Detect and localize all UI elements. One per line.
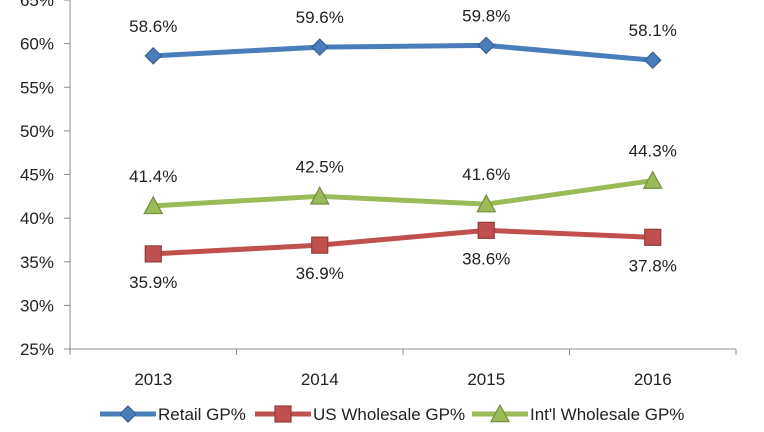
legend-label: Retail GP%	[158, 405, 246, 424]
data-label: 41.6%	[462, 165, 510, 184]
legend-item: Int'l Wholesale GP%	[472, 403, 684, 424]
chart-series: 58.6% 59.6% 59.8% 58.1% 35.9% 36.9% 38.6% 37.8%…	[129, 6, 677, 292]
x-tick-label: 2016	[634, 370, 672, 389]
x-tick-label: 2013	[134, 370, 172, 389]
data-label: 35.9%	[129, 273, 177, 292]
data-point-marker	[477, 36, 496, 55]
data-point-marker	[143, 195, 164, 215]
series-2: 35.9% 36.9% 38.6% 37.8%	[129, 221, 677, 292]
y-tick-label: 60%	[20, 35, 54, 54]
data-label: 38.6%	[462, 249, 510, 268]
data-point-marker	[310, 38, 329, 56]
legend-item: US Wholesale GP%	[255, 405, 465, 424]
data-point-marker	[642, 170, 663, 189]
legend-label: US Wholesale GP%	[313, 405, 465, 424]
series-1: 58.6% 59.6% 59.8% 58.1%	[129, 6, 677, 70]
y-tick-label: 35%	[20, 253, 54, 272]
data-label: 36.9%	[296, 264, 344, 283]
data-label: 37.8%	[629, 256, 677, 275]
data-point-marker	[309, 186, 330, 205]
data-point-marker	[477, 221, 495, 239]
y-tick-label: 65%	[20, 0, 54, 10]
data-label: 59.6%	[296, 8, 344, 27]
data-point-marker	[643, 51, 662, 70]
legend-marker	[274, 405, 292, 423]
legend-marker	[489, 403, 511, 423]
x-tick-label: 2014	[301, 370, 339, 389]
data-label: 42.5%	[296, 157, 344, 176]
data-label: 59.8%	[462, 6, 510, 25]
x-tick-label: 2015	[467, 370, 505, 389]
series-line	[150, 42, 656, 63]
chart-legend: Retail GP% US Wholesale GP% Int'l Wholesal…	[100, 403, 684, 424]
data-point-marker	[144, 46, 163, 65]
legend-label: Int'l Wholesale GP%	[530, 405, 684, 424]
x-axis-ticks: 2013 2014 2015 2016	[69, 349, 737, 389]
y-tick-label: 50%	[20, 122, 54, 141]
data-label: 44.3%	[629, 142, 677, 161]
series-3: 41.4% 42.5% 41.6% 44.3%	[129, 142, 677, 215]
data-point-marker	[311, 236, 329, 254]
series-line	[150, 178, 656, 209]
y-tick-label: 30%	[20, 296, 54, 315]
y-tick-label: 40%	[20, 209, 54, 228]
y-tick-label: 25%	[20, 340, 54, 359]
y-axis-ticks: 25% 30% 35% 40% 45% 50% 55% 60% 65%	[20, 0, 70, 359]
series-line	[150, 227, 656, 257]
data-point-marker	[476, 193, 497, 213]
legend-marker	[119, 405, 137, 423]
legend-item: Retail GP%	[100, 405, 246, 424]
data-label: 58.1%	[629, 21, 677, 40]
data-point-marker	[644, 228, 662, 246]
data-label: 41.4%	[129, 167, 177, 186]
data-point-marker	[144, 245, 162, 263]
data-label: 58.6%	[129, 17, 177, 36]
y-tick-label: 45%	[20, 166, 54, 185]
y-tick-label: 55%	[20, 78, 54, 97]
